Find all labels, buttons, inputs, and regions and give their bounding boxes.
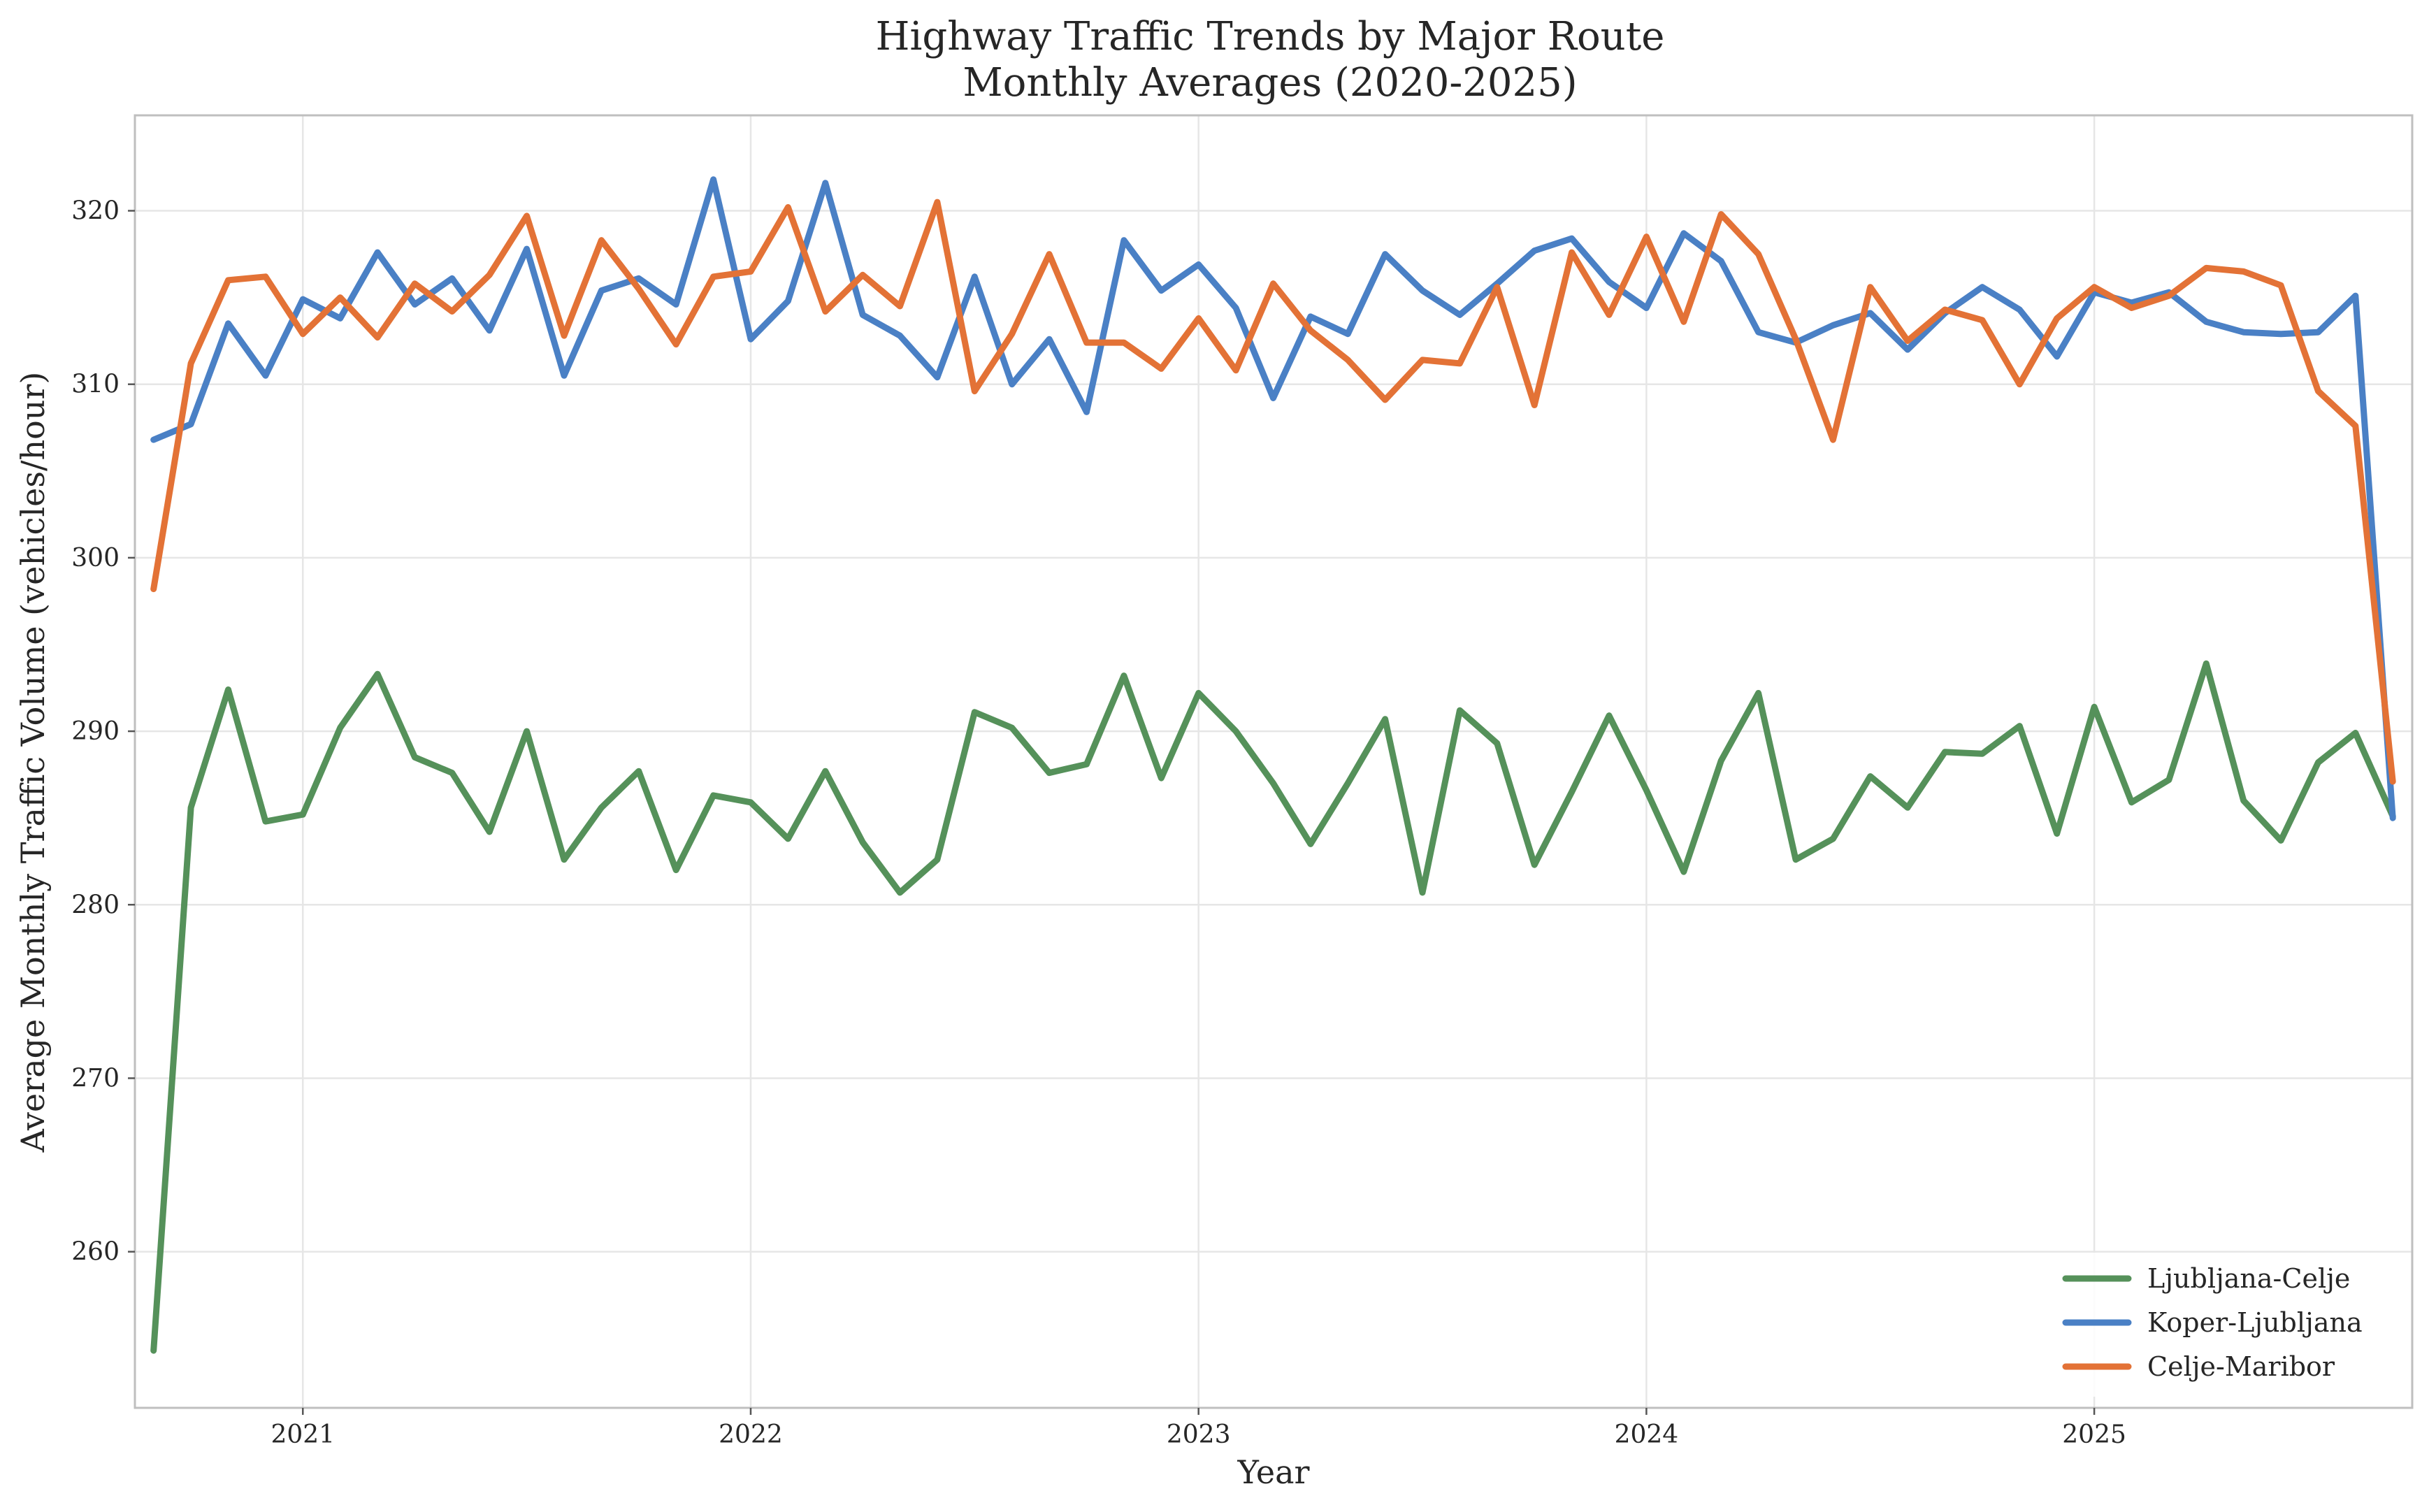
legend-box <box>2048 1253 2398 1397</box>
x-tick-label: 2023 <box>1167 1420 1231 1449</box>
legend: Ljubljana-Celje Koper-Ljubljana Celje-Mari… <box>2048 1253 2398 1397</box>
series-line-ljubljana-celje <box>150 660 2396 1354</box>
x-axis-label: Year <box>1237 1453 1309 1491</box>
x-tick-label: 2021 <box>271 1420 335 1449</box>
x-axis-ticks: 2021 2022 2023 2024 2025 <box>271 1408 2126 1449</box>
y-tick-label: 310 <box>71 370 120 399</box>
y-tick-label: 280 <box>71 891 120 919</box>
x-tick-label: 2022 <box>719 1420 783 1449</box>
chart-title: Highway Traffic Trends by Major Route <box>876 14 1665 59</box>
plot-frame <box>134 114 2414 1409</box>
y-tick-label: 260 <box>71 1238 120 1267</box>
chart-subtitle: Monthly Averages (2020-2025) <box>963 60 1577 106</box>
legend-label-celje-maribor: Celje-Maribor <box>2147 1351 2335 1382</box>
y-axis-ticks: 260 270 280 290 300 310 320 <box>71 197 135 1267</box>
grid-lines <box>135 115 2412 1408</box>
y-tick-label: 290 <box>71 717 120 746</box>
series-lines <box>150 176 2396 1354</box>
y-axis-label: Average Monthly Traffic Volume (vehicles… <box>14 372 52 1153</box>
series-line-koper-ljubljana <box>150 176 2396 821</box>
series-line-celje-maribor <box>150 199 2396 785</box>
x-tick-label: 2025 <box>2062 1420 2126 1449</box>
legend-label-koper-ljubljana: Koper-Ljubljana <box>2147 1307 2363 1338</box>
legend-label-ljubljana-celje: Ljubljana-Celje <box>2147 1263 2350 1294</box>
y-tick-label: 320 <box>71 197 120 226</box>
y-tick-label: 300 <box>71 544 120 573</box>
y-tick-label: 270 <box>71 1064 120 1093</box>
x-tick-label: 2024 <box>1615 1420 1679 1449</box>
